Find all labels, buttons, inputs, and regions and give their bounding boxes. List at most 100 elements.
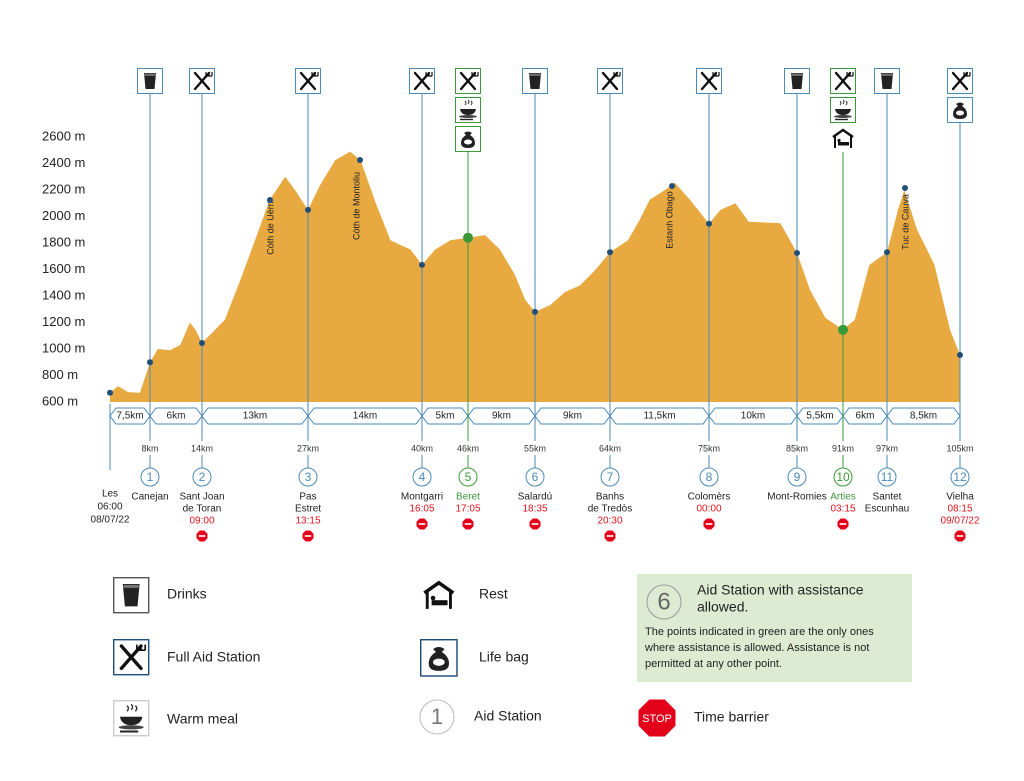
segment-label: 9km — [563, 411, 582, 422]
pillow — [837, 138, 841, 143]
glass — [881, 73, 893, 89]
km-label: 14km — [191, 443, 213, 453]
segment-label: 10km — [741, 411, 765, 422]
station-circle — [525, 467, 545, 487]
full-icon — [597, 68, 623, 94]
profile-dot — [419, 261, 425, 268]
profile-dot — [794, 249, 800, 256]
legend-label: Full Aid Station — [167, 649, 260, 665]
station-circle — [787, 467, 807, 487]
rest-icon — [832, 128, 854, 148]
station-name: Colomèrs — [688, 492, 731, 503]
full-icon — [409, 68, 435, 94]
km-label: 46km — [457, 443, 479, 453]
profile-dot — [147, 359, 153, 366]
elevation-area — [110, 151, 960, 402]
roof — [832, 128, 854, 138]
stop-bar — [418, 523, 426, 525]
station-name: Banhs — [596, 492, 624, 503]
station-name: Pas — [299, 492, 316, 503]
station-circle — [140, 467, 160, 487]
station-time: 16:05 — [409, 504, 434, 515]
legend-label: Drinks — [167, 586, 207, 602]
full-icon — [696, 68, 722, 94]
glass-rim — [529, 73, 541, 76]
y-tick-label: 2000 m — [42, 208, 85, 223]
bed — [431, 600, 448, 606]
station-circle — [950, 467, 970, 487]
segment-label: 5km — [436, 411, 455, 422]
legend-label: Time barrier — [694, 709, 769, 725]
peak-dot — [902, 185, 908, 191]
fork-tines — [613, 72, 621, 77]
profile-dot — [199, 340, 205, 347]
bag-tag — [433, 658, 445, 666]
legend-label: Life bag — [479, 649, 529, 665]
segment-label: 14km — [353, 411, 377, 422]
y-tick-label: 1200 m — [42, 314, 85, 329]
aid-circle — [419, 699, 455, 735]
legend-label: permitted at any other point. — [645, 658, 782, 670]
assist-box — [637, 574, 912, 682]
km-label: 97km — [876, 443, 898, 453]
segment-label: 6km — [167, 411, 186, 422]
legend-label: Rest — [479, 586, 508, 602]
station-circle — [412, 467, 432, 487]
steam — [464, 99, 473, 106]
bag-tag — [464, 139, 472, 145]
y-tick-label: 800 m — [42, 367, 78, 382]
assist-number: 6 — [657, 588, 670, 615]
y-tick-label: 600 m — [42, 393, 78, 408]
fork-tines — [135, 644, 147, 652]
km-label: 85km — [786, 443, 808, 453]
drinks-icon — [137, 68, 163, 94]
station-number: 5 — [465, 470, 472, 484]
glass-rim — [144, 73, 156, 76]
rest-icon — [423, 580, 455, 609]
segment-label: 9km — [492, 411, 511, 422]
meal-icon — [830, 97, 856, 123]
station-number: 9 — [794, 470, 801, 484]
station-name: Santet — [873, 492, 902, 503]
station-name: Montgarri — [401, 492, 443, 503]
station-name: Arties — [830, 492, 856, 503]
legend-label: Aid Station with assistance — [697, 582, 864, 598]
station-time: 00:00 — [696, 504, 721, 515]
stop-sign — [638, 699, 676, 737]
station-number: 8 — [706, 470, 713, 484]
fork-tines — [963, 72, 971, 77]
station-name: Sant Joan — [179, 492, 224, 503]
glass — [144, 73, 156, 89]
bag-icon — [947, 97, 973, 123]
peak-label: Còth de Uèrri — [265, 201, 275, 255]
fork-tines — [311, 72, 319, 77]
start-label: 06:00 — [97, 502, 122, 513]
stop-bar — [464, 523, 472, 525]
station-circle — [600, 467, 620, 487]
station-time: 08:15 — [947, 504, 972, 515]
meal-icon — [113, 700, 150, 737]
full-icon — [830, 68, 856, 94]
full-icon — [295, 68, 321, 94]
steam — [839, 99, 848, 106]
peak-dot — [669, 183, 675, 189]
bowl — [835, 109, 851, 115]
station-number: 1 — [147, 470, 154, 484]
aid-number: 1 — [431, 704, 443, 729]
y-tick-label: 2400 m — [42, 155, 85, 170]
profile-dot — [532, 308, 538, 315]
start-label: 08/07/22 — [91, 515, 130, 526]
plate — [459, 115, 477, 118]
km-label: 75km — [698, 443, 720, 453]
plate — [834, 115, 852, 118]
peak-label: Estanh Obago — [664, 191, 674, 249]
stop-bar — [705, 523, 713, 525]
fork-tines — [471, 72, 479, 77]
legend-label: where assistance is allowed. Assistance … — [644, 642, 869, 654]
station-time: 18:35 — [522, 504, 547, 515]
segment-label: 13km — [243, 411, 267, 422]
meal-icon — [455, 97, 481, 123]
station-name: de Toran — [183, 504, 222, 515]
station-time: 17:05 — [455, 504, 480, 515]
legend-label: Aid Station — [474, 708, 542, 724]
